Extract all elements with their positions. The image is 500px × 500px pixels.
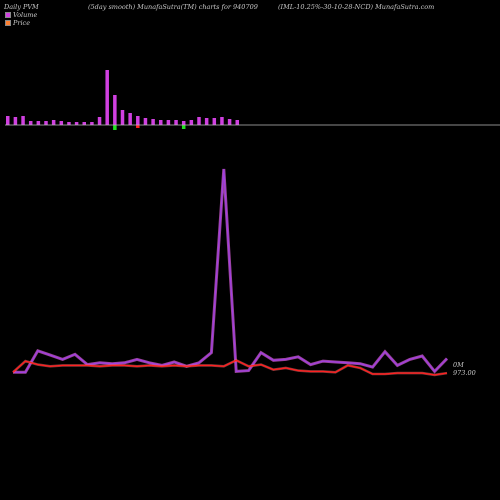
volume-bar-up <box>220 117 224 125</box>
volume-bar-up <box>143 118 148 125</box>
volume-bar-up <box>6 116 10 125</box>
volume-bar-up <box>174 120 178 125</box>
volume-bar-up <box>113 95 117 125</box>
volume-bar-up <box>36 121 41 125</box>
volume-bar-up <box>227 119 232 125</box>
volume-bar-up <box>151 119 155 125</box>
legend-price-label: Price <box>13 19 31 27</box>
volume-bar-up <box>82 122 86 125</box>
price-line-glow <box>12 358 448 377</box>
volume-bar-up <box>74 122 79 125</box>
volume-bar-up <box>97 117 102 125</box>
volume-bar-up <box>235 120 239 125</box>
volume-axis-label: 0M <box>453 361 464 369</box>
volume-bar-up <box>44 121 48 125</box>
volume-bar-up <box>21 116 25 125</box>
header-left: Daily PVM <box>4 3 39 11</box>
volume-bar-up <box>204 118 209 125</box>
volume-bar-up <box>181 121 186 125</box>
volume-bar-down <box>113 125 117 130</box>
legend-volume-swatch <box>5 12 11 18</box>
legend-price-swatch <box>5 20 11 26</box>
volume-bar-up <box>212 118 217 125</box>
volume-bar-up <box>13 117 18 125</box>
volume-bar-down <box>136 125 140 128</box>
volume-bar-up <box>166 120 171 125</box>
volume-bar-up <box>197 117 201 125</box>
volume-bar-up <box>59 121 64 125</box>
legend-price: Price <box>5 19 30 27</box>
volume-bar-up <box>120 110 125 125</box>
price-axis-label: 973.00 <box>453 369 476 377</box>
volume-bar-up <box>67 122 71 125</box>
volume-bar-up <box>28 121 33 125</box>
header-right: (IML-10.25%-30-10-28-NCD) MunafaSutra.co… <box>278 3 435 11</box>
legend-volume: Volume <box>5 11 37 19</box>
volume-bar-down <box>181 125 186 129</box>
header-title: (5day smooth) MunafaSutra(TM) charts for… <box>88 3 258 11</box>
volume-line <box>13 168 448 373</box>
volume-bar-up <box>51 120 56 125</box>
legend-volume-label: Volume <box>13 11 38 19</box>
volume-bars-up <box>6 70 239 125</box>
volume-bars-down <box>113 125 186 130</box>
volume-bar-up <box>189 120 194 125</box>
price-line <box>12 359 448 376</box>
volume-bar-up <box>128 113 132 125</box>
volume-bar-up <box>136 116 140 125</box>
volume-bar-up <box>90 122 94 125</box>
volume-bar-up <box>105 70 109 125</box>
volume-bar-up <box>159 120 163 125</box>
